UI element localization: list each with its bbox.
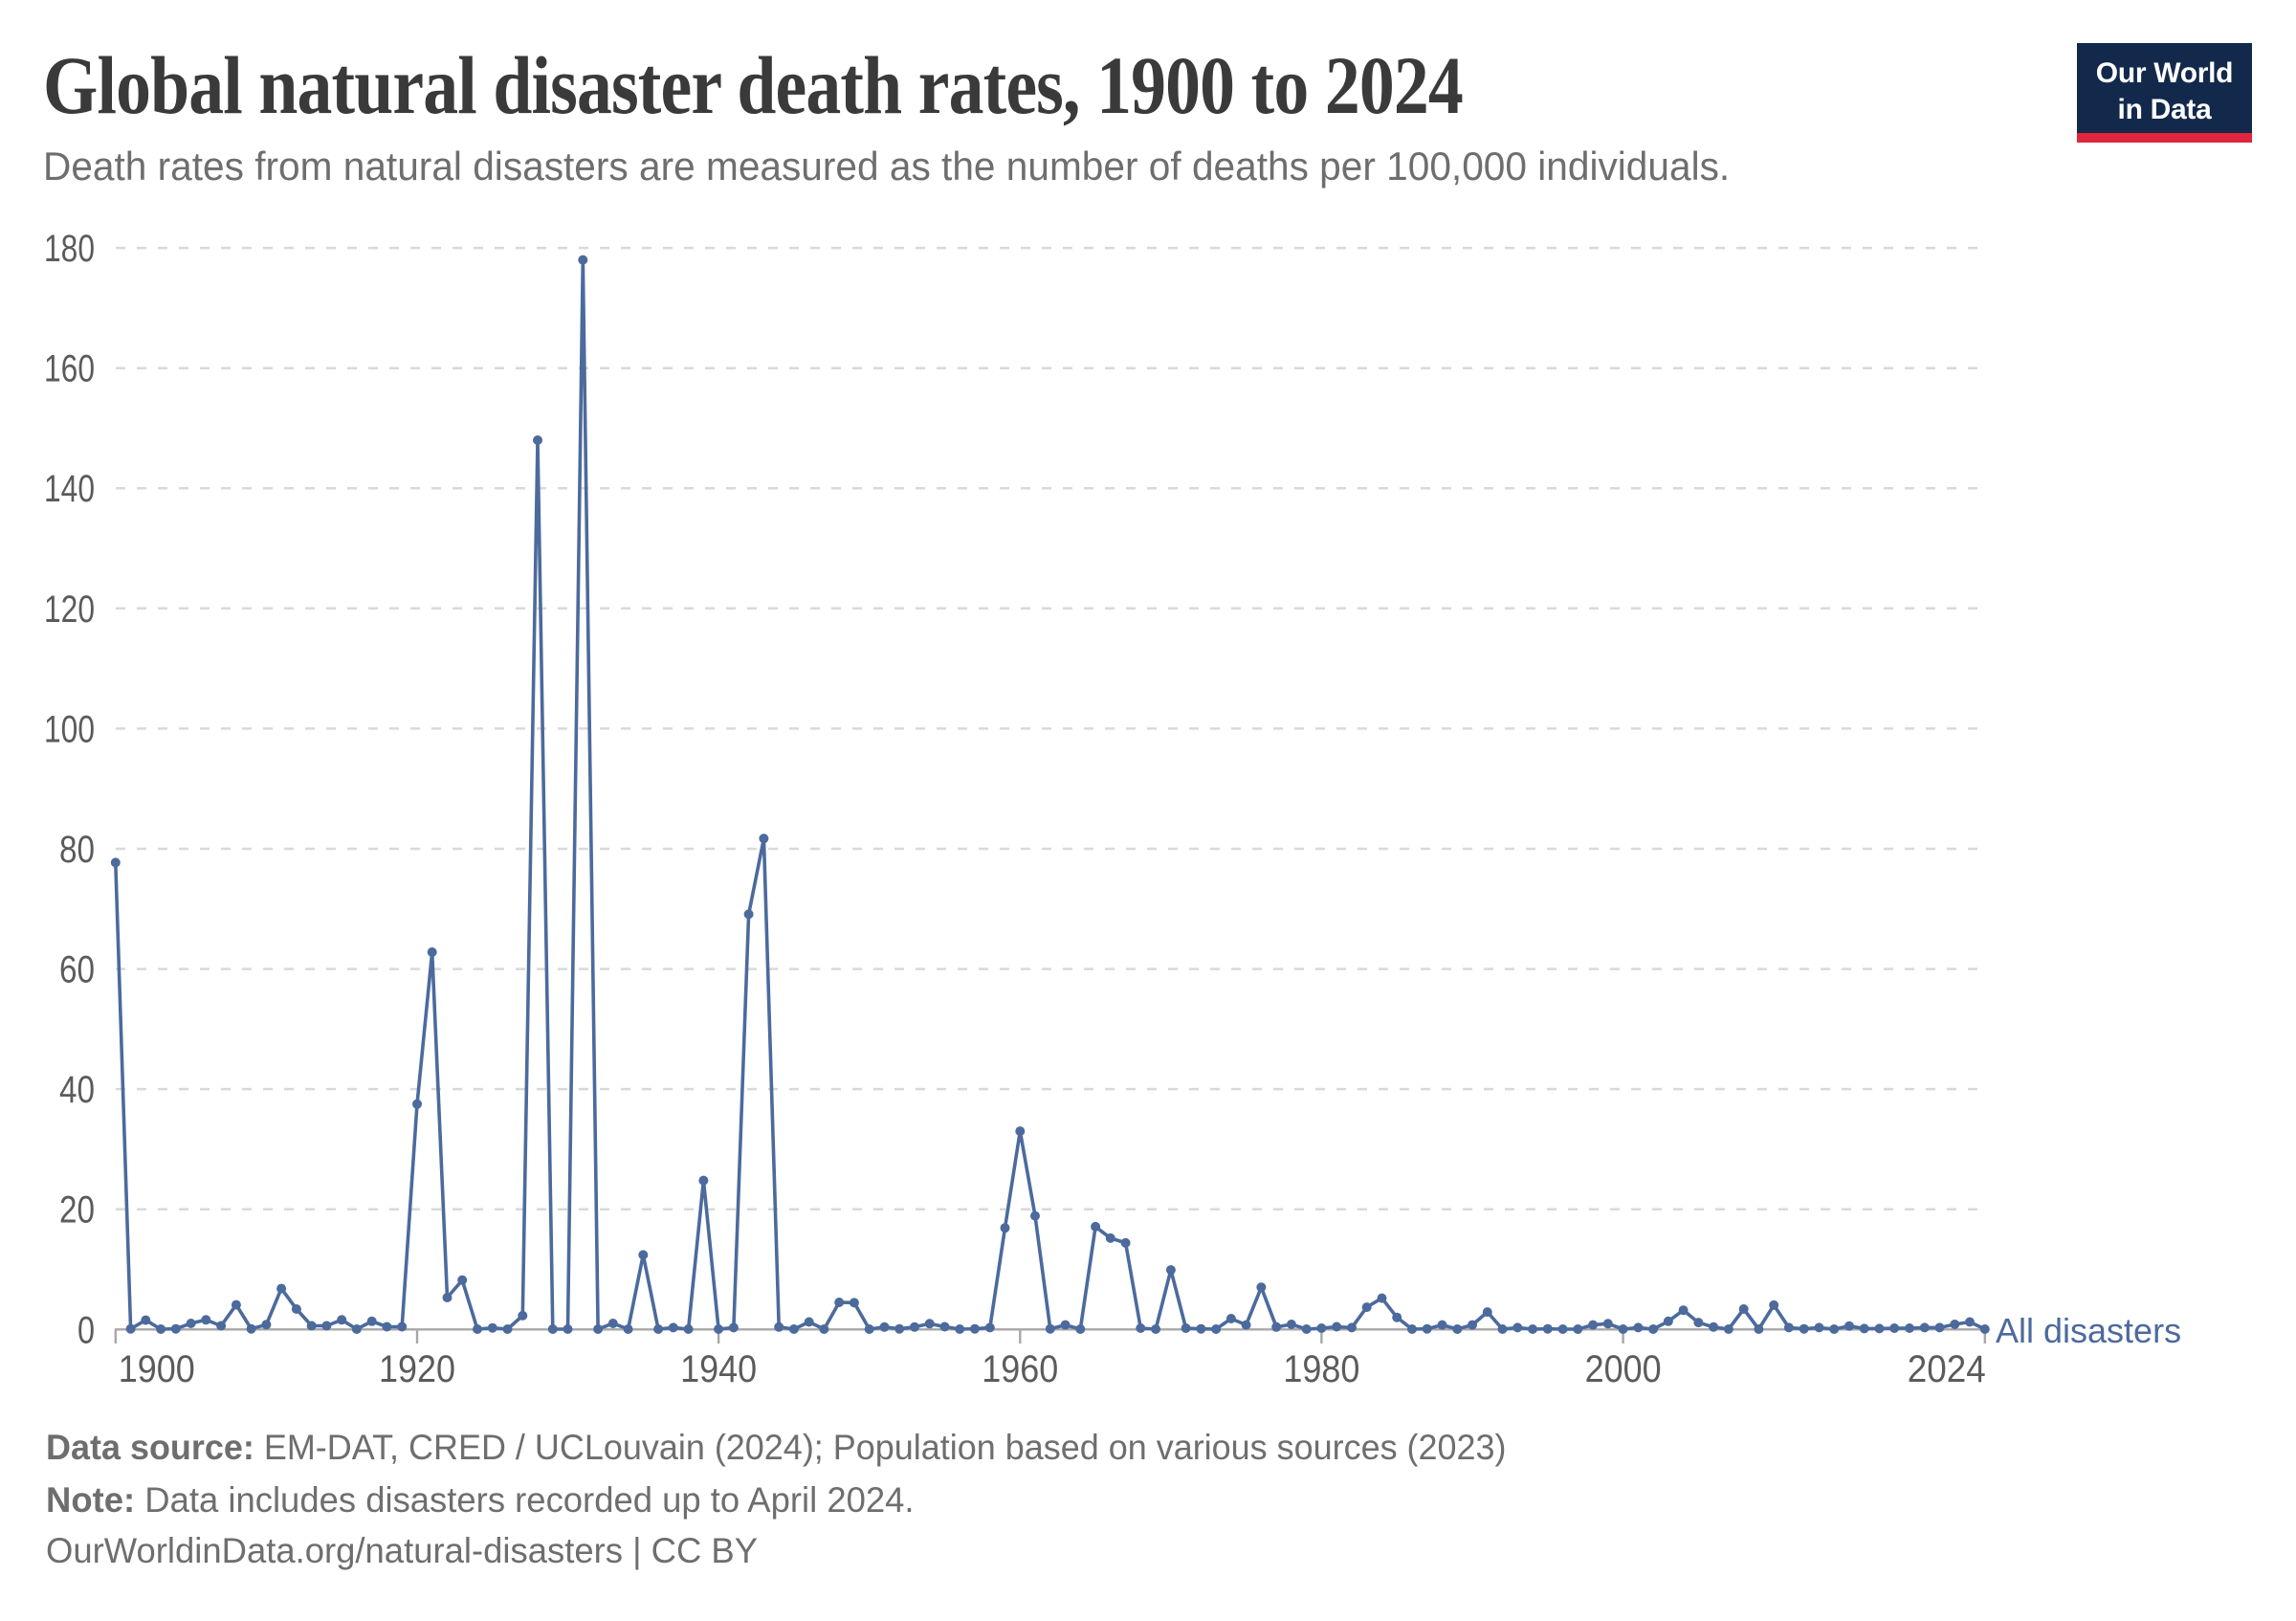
svg-text:60: 60	[59, 949, 95, 991]
svg-text:1900: 1900	[119, 1348, 195, 1390]
svg-text:1960: 1960	[982, 1348, 1058, 1390]
svg-text:2024: 2024	[1908, 1348, 1986, 1390]
svg-text:1920: 1920	[379, 1348, 455, 1390]
svg-text:0: 0	[77, 1309, 95, 1351]
svg-text:160: 160	[44, 348, 95, 390]
svg-text:80: 80	[59, 829, 95, 871]
svg-text:40: 40	[59, 1069, 95, 1111]
svg-text:1940: 1940	[680, 1348, 757, 1390]
svg-text:140: 140	[44, 468, 95, 510]
svg-text:2000: 2000	[1585, 1348, 1662, 1390]
svg-text:180: 180	[44, 228, 95, 270]
svg-text:1980: 1980	[1283, 1348, 1359, 1390]
svg-text:120: 120	[44, 588, 95, 631]
svg-text:20: 20	[59, 1189, 95, 1232]
svg-text:All disasters: All disasters	[1996, 1311, 2181, 1350]
svg-text:100: 100	[44, 708, 95, 750]
